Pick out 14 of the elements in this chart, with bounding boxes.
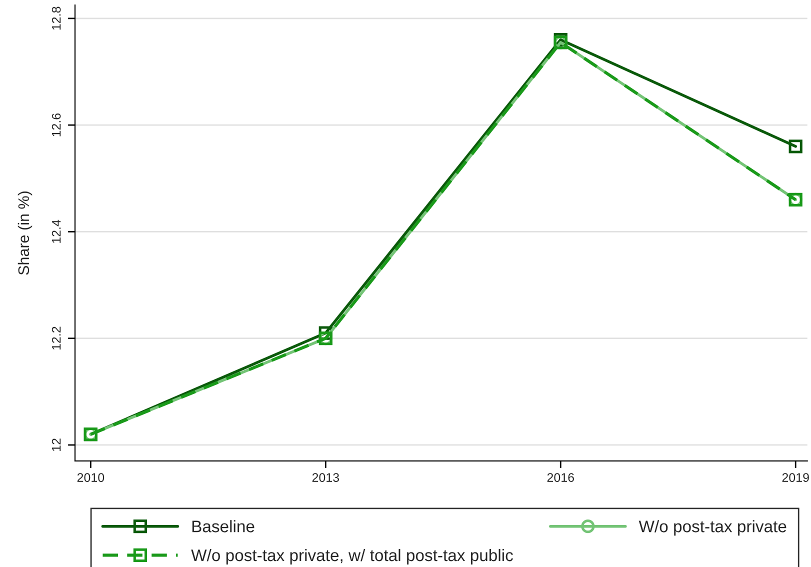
x-tick-label: 2016 xyxy=(547,473,574,482)
legend-label: W/o post-tax private, w/ total post-tax public xyxy=(191,548,513,564)
x-tick-label: 2013 xyxy=(312,473,340,482)
legend-label: Baseline xyxy=(192,520,254,532)
point xyxy=(788,140,802,154)
y-tick-label: 12.6 xyxy=(52,113,61,136)
y-tick-label: 12.4 xyxy=(52,220,61,243)
y-axis-title: Share (in %) xyxy=(18,192,32,275)
legend-label: W/o post-tax private xyxy=(638,520,786,536)
y-tick-label: 12.8 xyxy=(52,6,61,30)
x-tick-label: 2019 xyxy=(782,473,809,482)
x-tick-label: 2010 xyxy=(77,473,104,482)
y-tick-label: 12 xyxy=(52,438,61,451)
y-tick-label: 12.2 xyxy=(52,326,61,350)
